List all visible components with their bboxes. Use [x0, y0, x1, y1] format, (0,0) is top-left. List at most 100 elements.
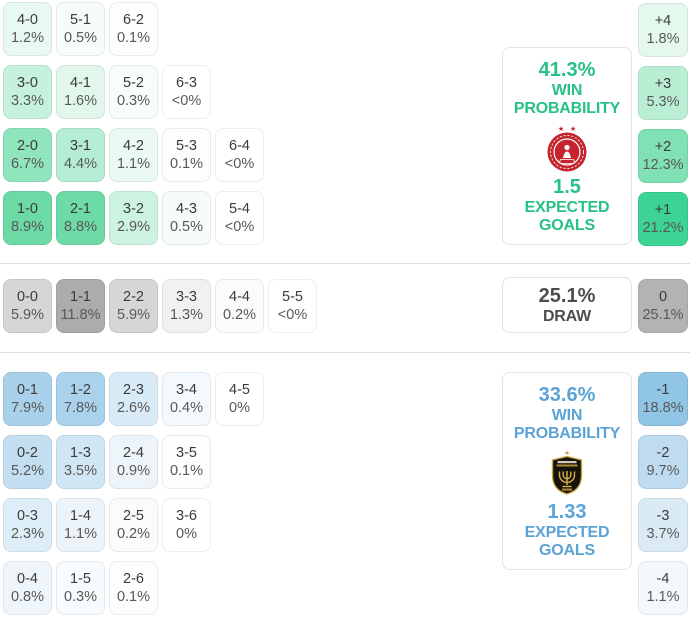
away-score-cell-2-6: 2-6 0.1% [109, 561, 158, 615]
cell-probability-label: 0.8% [10, 589, 45, 605]
home-xg-label-line2: GOALS [539, 217, 595, 235]
draw-score-cell-0-0: 0-0 5.9% [3, 279, 52, 333]
away-xg-label-line2: GOALS [539, 542, 595, 560]
cell-score-label: 1-4 [70, 508, 91, 524]
cell-probability-label: 5.9% [116, 307, 151, 323]
away-win-probability-value: 33.6% [538, 384, 596, 406]
draw-score-cell-2-2: 2-2 5.9% [109, 279, 158, 333]
draw-score-cell-4-4: 4-4 0.2% [215, 279, 264, 333]
home-win-probability-value: 41.3% [538, 59, 596, 81]
cell-probability-label: 11.8% [60, 307, 101, 323]
home-win-panel: 41.3% WIN PROBABILITY ★ ★ 1.5 EXPECTED G… [502, 47, 632, 245]
cell-score-label: 4-2 [123, 138, 144, 154]
cell-score-label: 0-2 [17, 445, 38, 461]
cell-probability-label: 0.5% [169, 219, 204, 235]
cell-probability-label: 2.3% [10, 526, 45, 542]
score-row: 2-0 6.7% 3-1 4.4% 4-2 1.1% 5-3 0.1% 6-4 <0% [3, 128, 264, 182]
cell-score-label: 5-2 [123, 75, 144, 91]
home-score-cell-3-2: 3-2 2.9% [109, 191, 158, 245]
cell-score-label: +3 [654, 76, 672, 92]
away-score-cell-1-5: 1-5 0.3% [56, 561, 105, 615]
cell-probability-label: 0.1% [116, 589, 151, 605]
cell-score-label: 5-3 [176, 138, 197, 154]
cell-probability-label: <0% [224, 219, 255, 235]
cell-score-label: 0-0 [17, 289, 38, 305]
cell-probability-label: 3.5% [63, 463, 98, 479]
draw-score-cell-1-1: 1-1 11.8% [56, 279, 105, 333]
away-score-cell-3-6: 3-6 0% [162, 498, 211, 552]
goal-diff-badge--2: -2 9.7% [638, 435, 688, 489]
away-score-cell-0-3: 0-3 2.3% [3, 498, 52, 552]
cell-score-label: 4-0 [17, 12, 38, 28]
cell-probability-label: 0.2% [222, 307, 257, 323]
home-win-score-grid: 4-0 1.2% 5-1 0.5% 6-2 0.1% 3-0 3.3% 4-1 1.6% 5-2 0.… [3, 2, 264, 254]
home-score-cell-6-3: 6-3 <0% [162, 65, 211, 119]
svg-text:★: ★ [570, 125, 576, 133]
cell-probability-label: 9.7% [646, 463, 680, 479]
cell-score-label: +2 [654, 139, 672, 155]
cell-score-label: 3-6 [176, 508, 197, 524]
cell-score-label: 0-4 [17, 571, 38, 587]
cell-probability-label: 0.1% [116, 30, 151, 46]
home-xg-label-line1: EXPECTED [524, 199, 610, 217]
goal-diff-badge--1: -1 18.8% [638, 372, 688, 426]
score-row: 1-0 8.9% 2-1 8.8% 3-2 2.9% 4-3 0.5% 5-4 <0% [3, 191, 264, 245]
cell-probability-label: 1.1% [63, 526, 98, 542]
draw-score-cell-5-5: 5-5 <0% [268, 279, 317, 333]
cell-probability-label: 0.3% [116, 93, 151, 109]
cell-probability-label: 1.2% [10, 30, 45, 46]
away-xg-label-line1: EXPECTED [524, 524, 610, 542]
home-score-cell-2-1: 2-1 8.8% [56, 191, 105, 245]
cell-probability-label: 0.1% [169, 156, 204, 172]
cell-score-label: 2-5 [123, 508, 144, 524]
cell-probability-label: 1.8% [646, 31, 680, 47]
cell-score-label: 2-2 [123, 289, 144, 305]
cell-probability-label: 7.9% [10, 400, 45, 416]
home-score-cell-4-2: 4-2 1.1% [109, 128, 158, 182]
away-win-score-grid: 0-1 7.9% 1-2 7.8% 2-3 2.6% 3-4 0.4% 4-5 0% 0-2 5.2%… [3, 372, 264, 618]
draw-goal-diff-badge: 0 25.1% [638, 279, 688, 342]
home-score-cell-6-4: 6-4 <0% [215, 128, 264, 182]
cell-score-label: 3-3 [176, 289, 197, 305]
cell-score-label: 2-6 [123, 571, 144, 587]
home-goal-diff-badges: +4 1.8% +3 5.3% +2 12.3% +1 21.2% [638, 3, 688, 255]
cell-score-label: 3-2 [123, 201, 144, 217]
svg-text:★: ★ [564, 449, 570, 457]
svg-text:★: ★ [558, 125, 564, 133]
home-score-cell-4-0: 4-0 1.2% [3, 2, 52, 56]
goal-diff-badge-+2: +2 12.3% [638, 129, 688, 183]
cell-score-label: 4-4 [229, 289, 250, 305]
away-score-cell-0-4: 0-4 0.8% [3, 561, 52, 615]
away-goal-diff-badges: -1 18.8% -2 9.7% -3 3.7% -4 1.1% [638, 372, 688, 618]
cell-score-label: 6-4 [229, 138, 250, 154]
away-score-cell-2-3: 2-3 2.6% [109, 372, 158, 426]
draw-label: DRAW [542, 308, 592, 325]
cell-probability-label: 3.7% [646, 526, 680, 542]
away-score-cell-2-4: 2-4 0.9% [109, 435, 158, 489]
draw-score-row: 0-0 5.9% 1-1 11.8% 2-2 5.9% 3-3 1.3% 4-4 0.2% 5-5 <… [3, 279, 317, 342]
cell-score-label: -2 [656, 445, 670, 461]
cell-score-label: 3-4 [176, 382, 197, 398]
cell-score-label: 1-3 [70, 445, 91, 461]
cell-probability-label: 0.4% [169, 400, 204, 416]
home-score-cell-4-3: 4-3 0.5% [162, 191, 211, 245]
cell-score-label: 2-1 [70, 201, 91, 217]
cell-probability-label: 5.2% [10, 463, 45, 479]
cell-score-label: 5-1 [70, 12, 91, 28]
away-score-cell-0-1: 0-1 7.9% [3, 372, 52, 426]
home-win-label-line2: PROBABILITY [513, 100, 621, 118]
cell-probability-label: <0% [277, 307, 308, 323]
cell-score-label: 1-2 [70, 382, 91, 398]
goal-diff-badge-+1: +1 21.2% [638, 192, 688, 246]
cell-score-label: 0-3 [17, 508, 38, 524]
cell-probability-label: 7.8% [63, 400, 98, 416]
section-divider-top [0, 263, 690, 264]
cell-probability-label: 2.6% [116, 400, 151, 416]
hapoel-tel-aviv-crest-icon: ★ ★ [544, 123, 590, 173]
cell-probability-label: 4.4% [63, 156, 98, 172]
home-score-cell-3-0: 3-0 3.3% [3, 65, 52, 119]
cell-probability-label: 0.9% [116, 463, 151, 479]
goal-diff-badge-+3: +3 5.3% [638, 66, 688, 120]
cell-probability-label: 0% [176, 526, 197, 542]
home-score-cell-5-1: 5-1 0.5% [56, 2, 105, 56]
